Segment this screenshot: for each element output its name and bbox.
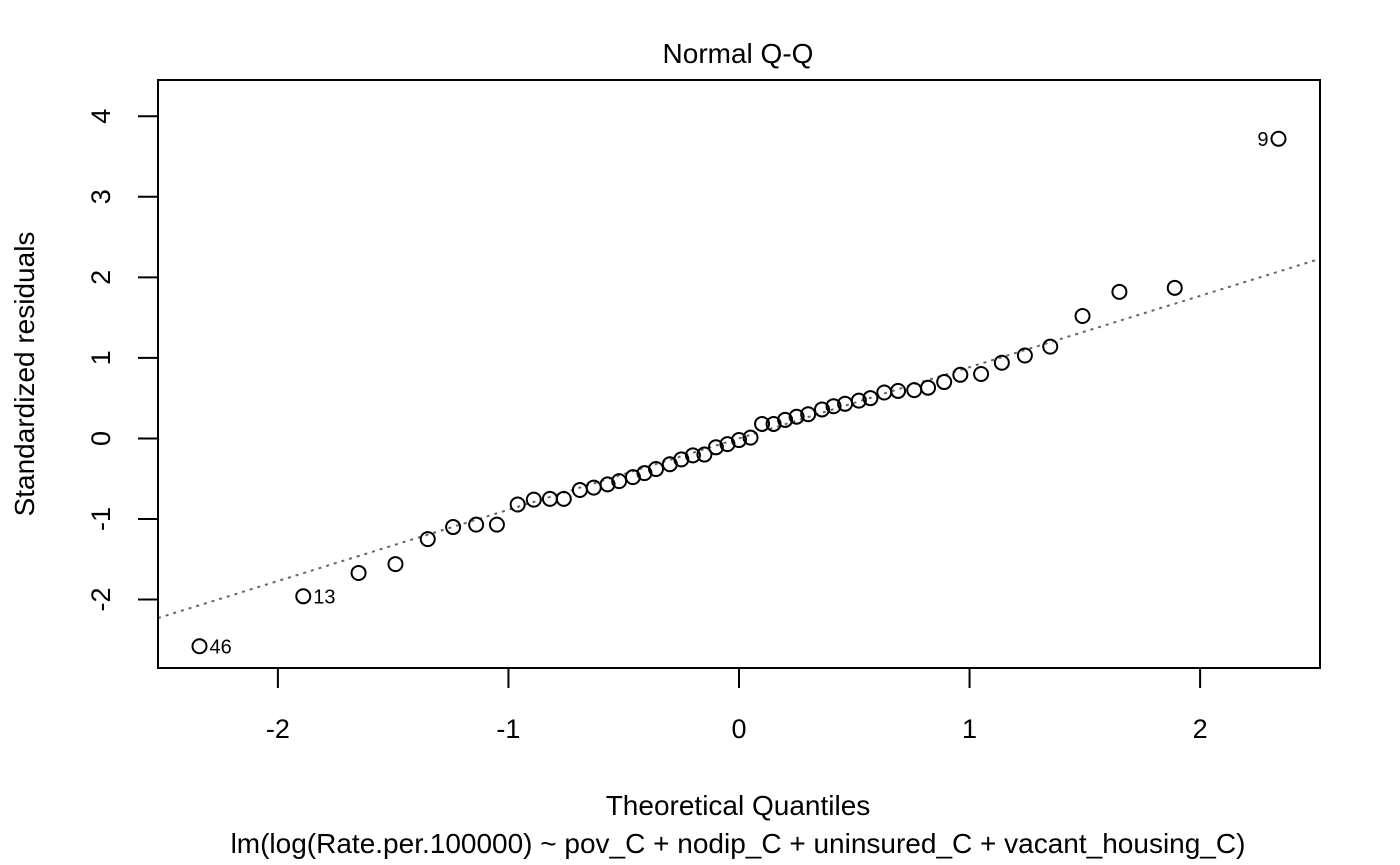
data-point — [525, 491, 542, 508]
data-point — [890, 382, 907, 399]
data-point — [541, 490, 558, 507]
data-point — [906, 382, 923, 399]
data-point — [707, 439, 724, 456]
data-point — [788, 408, 805, 425]
data-point — [684, 447, 701, 464]
y-tick-label: 0 — [86, 431, 116, 446]
model-caption: lm(log(Rate.per.100000) ~ pov_C + nodip_… — [231, 828, 1246, 859]
y-tick-label: 4 — [86, 109, 116, 124]
x-tick-label: -2 — [266, 714, 290, 744]
data-point — [742, 429, 759, 446]
point-label: 13 — [313, 586, 335, 608]
data-point — [191, 638, 208, 655]
point-label: 46 — [210, 636, 232, 658]
data-point — [993, 354, 1010, 371]
data-point — [731, 432, 747, 449]
data-point — [1042, 338, 1059, 355]
y-tick-label: 2 — [86, 270, 116, 285]
data-point — [825, 398, 842, 415]
plot-frame — [157, 79, 1321, 669]
point-label: 9 — [1257, 129, 1268, 151]
data-point — [696, 446, 713, 463]
data-point — [920, 379, 937, 396]
data-point — [387, 556, 404, 573]
data-point — [445, 519, 462, 536]
data-point — [1270, 130, 1287, 147]
data-point — [419, 531, 436, 548]
y-axis: -2 -1 0 1 2 3 4 — [86, 109, 159, 612]
x-axis-label: Theoretical Quantiles — [606, 790, 871, 821]
y-tick-label: -2 — [86, 588, 116, 612]
data-point — [952, 366, 969, 383]
data-point — [814, 401, 830, 418]
data-point — [1166, 279, 1183, 296]
data-point — [1016, 347, 1033, 364]
x-tick-label: 0 — [731, 714, 746, 744]
data-point — [936, 374, 953, 391]
y-tick-label: -1 — [86, 507, 116, 531]
data-point — [571, 481, 588, 498]
data-point — [468, 516, 485, 533]
qq-reference-line — [157, 257, 1321, 620]
points-layer — [191, 130, 1287, 655]
x-axis: -2 -1 0 1 2 — [266, 667, 1208, 744]
data-point — [754, 415, 771, 432]
y-axis-label: Standardized residuals — [9, 232, 40, 517]
data-point — [648, 461, 664, 478]
data-point — [488, 516, 505, 533]
data-point — [973, 366, 990, 382]
x-tick-label: 1 — [962, 714, 977, 744]
chart-title: Normal Q-Q — [663, 38, 814, 69]
data-point — [1111, 283, 1128, 300]
x-tick-label: 2 — [1193, 714, 1208, 744]
data-point — [862, 390, 879, 407]
data-point — [1074, 308, 1091, 325]
data-point — [509, 496, 526, 513]
y-tick-label: 3 — [86, 189, 116, 204]
data-point — [599, 476, 616, 493]
x-tick-label: -1 — [496, 714, 520, 744]
data-point — [777, 411, 794, 428]
data-point — [295, 588, 312, 605]
y-tick-label: 1 — [86, 350, 116, 365]
data-point — [555, 490, 572, 507]
data-point — [350, 564, 367, 581]
data-point — [850, 392, 867, 409]
reference-line-layer — [157, 257, 1321, 620]
data-point — [800, 406, 817, 423]
point-labels-layer: 9 13 46 — [210, 129, 1269, 658]
